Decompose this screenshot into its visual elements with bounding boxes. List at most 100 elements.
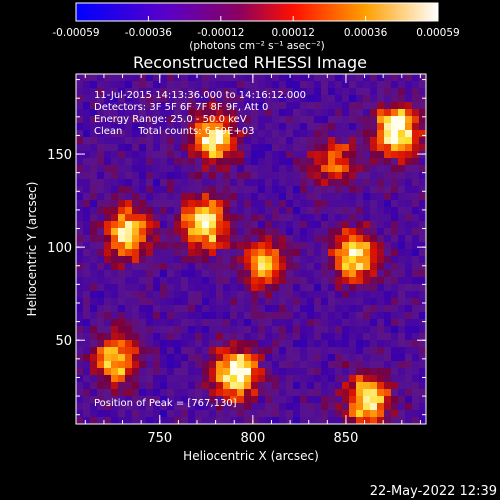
heatmap-cell: [363, 74, 371, 82]
heatmap-cell: [111, 193, 119, 201]
heatmap-cell: [76, 410, 84, 418]
heatmap-cell: [293, 270, 301, 278]
heatmap-cell: [195, 263, 203, 271]
heatmap-cell: [202, 151, 210, 159]
heatmap-cell: [391, 186, 399, 194]
heatmap-cell: [265, 396, 273, 404]
heatmap-cell: [118, 277, 126, 285]
heatmap-cell: [419, 305, 427, 313]
heatmap-cell: [153, 389, 161, 397]
heatmap-cell: [104, 270, 112, 278]
heatmap-cell: [391, 165, 399, 173]
heatmap-cell: [419, 228, 427, 236]
heatmap-cell: [363, 354, 371, 362]
heatmap-cell: [251, 389, 259, 397]
heatmap-cell: [153, 109, 161, 117]
heatmap-cell: [90, 277, 98, 285]
heatmap-cell: [83, 242, 91, 250]
heatmap-cell: [342, 165, 350, 173]
heatmap-cell: [237, 417, 245, 425]
heatmap-cell: [412, 410, 420, 418]
heatmap-cell: [76, 158, 84, 166]
heatmap-cell: [251, 326, 259, 334]
heatmap-cell: [230, 228, 238, 236]
heatmap-cell: [76, 298, 84, 306]
heatmap-cell: [132, 235, 140, 243]
heatmap-cell: [244, 151, 252, 159]
heatmap-cell: [349, 242, 357, 250]
heatmap-cell: [244, 207, 252, 215]
heatmap-cell: [335, 193, 343, 201]
heatmap-cell: [377, 312, 385, 320]
heatmap-cell: [104, 179, 112, 187]
heatmap-cell: [335, 375, 343, 383]
heatmap-cell: [384, 382, 392, 390]
heatmap-cell: [97, 396, 105, 404]
heatmap-cell: [356, 354, 364, 362]
heatmap-cell: [258, 116, 266, 124]
heatmap-cell: [279, 256, 287, 264]
heatmap-cell: [202, 389, 210, 397]
heatmap-cell: [76, 326, 84, 334]
heatmap-cell: [342, 249, 350, 257]
heatmap-cell: [398, 263, 406, 271]
heatmap-cell: [174, 396, 182, 404]
heatmap-cell: [328, 130, 336, 138]
heatmap-cell: [293, 263, 301, 271]
heatmap-cell: [111, 221, 119, 229]
heatmap-cell: [328, 396, 336, 404]
heatmap-cell: [363, 368, 371, 376]
heatmap-cell: [202, 305, 210, 313]
heatmap-cell: [174, 130, 182, 138]
heatmap-cell: [90, 242, 98, 250]
heatmap-cell: [412, 81, 420, 89]
heatmap-cell: [216, 102, 224, 110]
heatmap-cell: [419, 242, 427, 250]
heatmap-cell: [181, 186, 189, 194]
heatmap-cell: [321, 263, 329, 271]
heatmap-cell: [307, 389, 315, 397]
heatmap-cell: [300, 368, 308, 376]
heatmap-cell: [202, 137, 210, 145]
heatmap-cell: [314, 242, 322, 250]
heatmap-cell: [125, 74, 133, 82]
heatmap-cell: [251, 333, 259, 341]
heatmap-cell: [111, 284, 119, 292]
heatmap-cell: [391, 116, 399, 124]
heatmap-cell: [90, 228, 98, 236]
heatmap-cell: [272, 389, 280, 397]
heatmap-cell: [97, 214, 105, 222]
heatmap-cell: [363, 144, 371, 152]
heatmap-cell: [370, 375, 378, 383]
heatmap-cell: [97, 102, 105, 110]
heatmap-cell: [300, 242, 308, 250]
heatmap-cell: [202, 74, 210, 82]
heatmap-cell: [272, 312, 280, 320]
heatmap-cell: [384, 144, 392, 152]
heatmap-cell: [377, 116, 385, 124]
heatmap-cell: [146, 172, 154, 180]
heatmap-cell: [230, 137, 238, 145]
heatmap-cell: [237, 312, 245, 320]
heatmap-cell: [132, 123, 140, 131]
heatmap-cell: [391, 102, 399, 110]
heatmap-cell: [209, 417, 217, 425]
heatmap-cell: [181, 410, 189, 418]
heatmap-cell: [342, 361, 350, 369]
heatmap-cell: [258, 333, 266, 341]
heatmap-cell: [167, 242, 175, 250]
heatmap-cell: [174, 88, 182, 96]
heatmap-cell: [335, 333, 343, 341]
heatmap-cell: [76, 144, 84, 152]
heatmap-cell: [307, 326, 315, 334]
heatmap-cell: [195, 116, 203, 124]
heatmap-cell: [349, 368, 357, 376]
heatmap-cell: [223, 354, 231, 362]
heatmap-cell: [342, 109, 350, 117]
heatmap-cell: [237, 172, 245, 180]
heatmap-cell: [321, 81, 329, 89]
heatmap-cell: [216, 151, 224, 159]
heatmap-cell: [419, 347, 427, 355]
heatmap-cell: [139, 326, 147, 334]
heatmap-cell: [286, 158, 294, 166]
